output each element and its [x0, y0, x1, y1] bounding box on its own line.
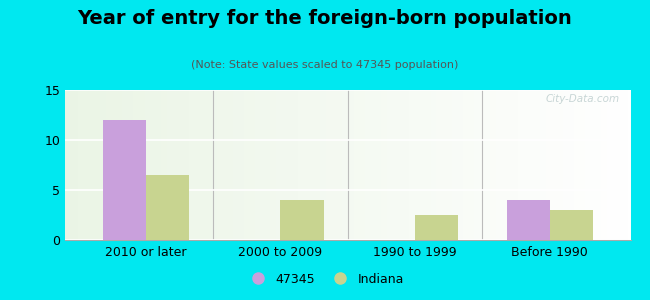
Bar: [506, 200, 550, 240]
Bar: [146, 175, 189, 240]
Bar: [415, 215, 458, 240]
Bar: [550, 210, 593, 240]
Bar: [103, 120, 146, 240]
Text: City-Data.com: City-Data.com: [545, 94, 619, 104]
Legend: 47345, Indiana: 47345, Indiana: [240, 268, 410, 291]
Bar: [280, 200, 324, 240]
Text: Year of entry for the foreign-born population: Year of entry for the foreign-born popul…: [77, 9, 573, 28]
Text: (Note: State values scaled to 47345 population): (Note: State values scaled to 47345 popu…: [191, 60, 459, 70]
